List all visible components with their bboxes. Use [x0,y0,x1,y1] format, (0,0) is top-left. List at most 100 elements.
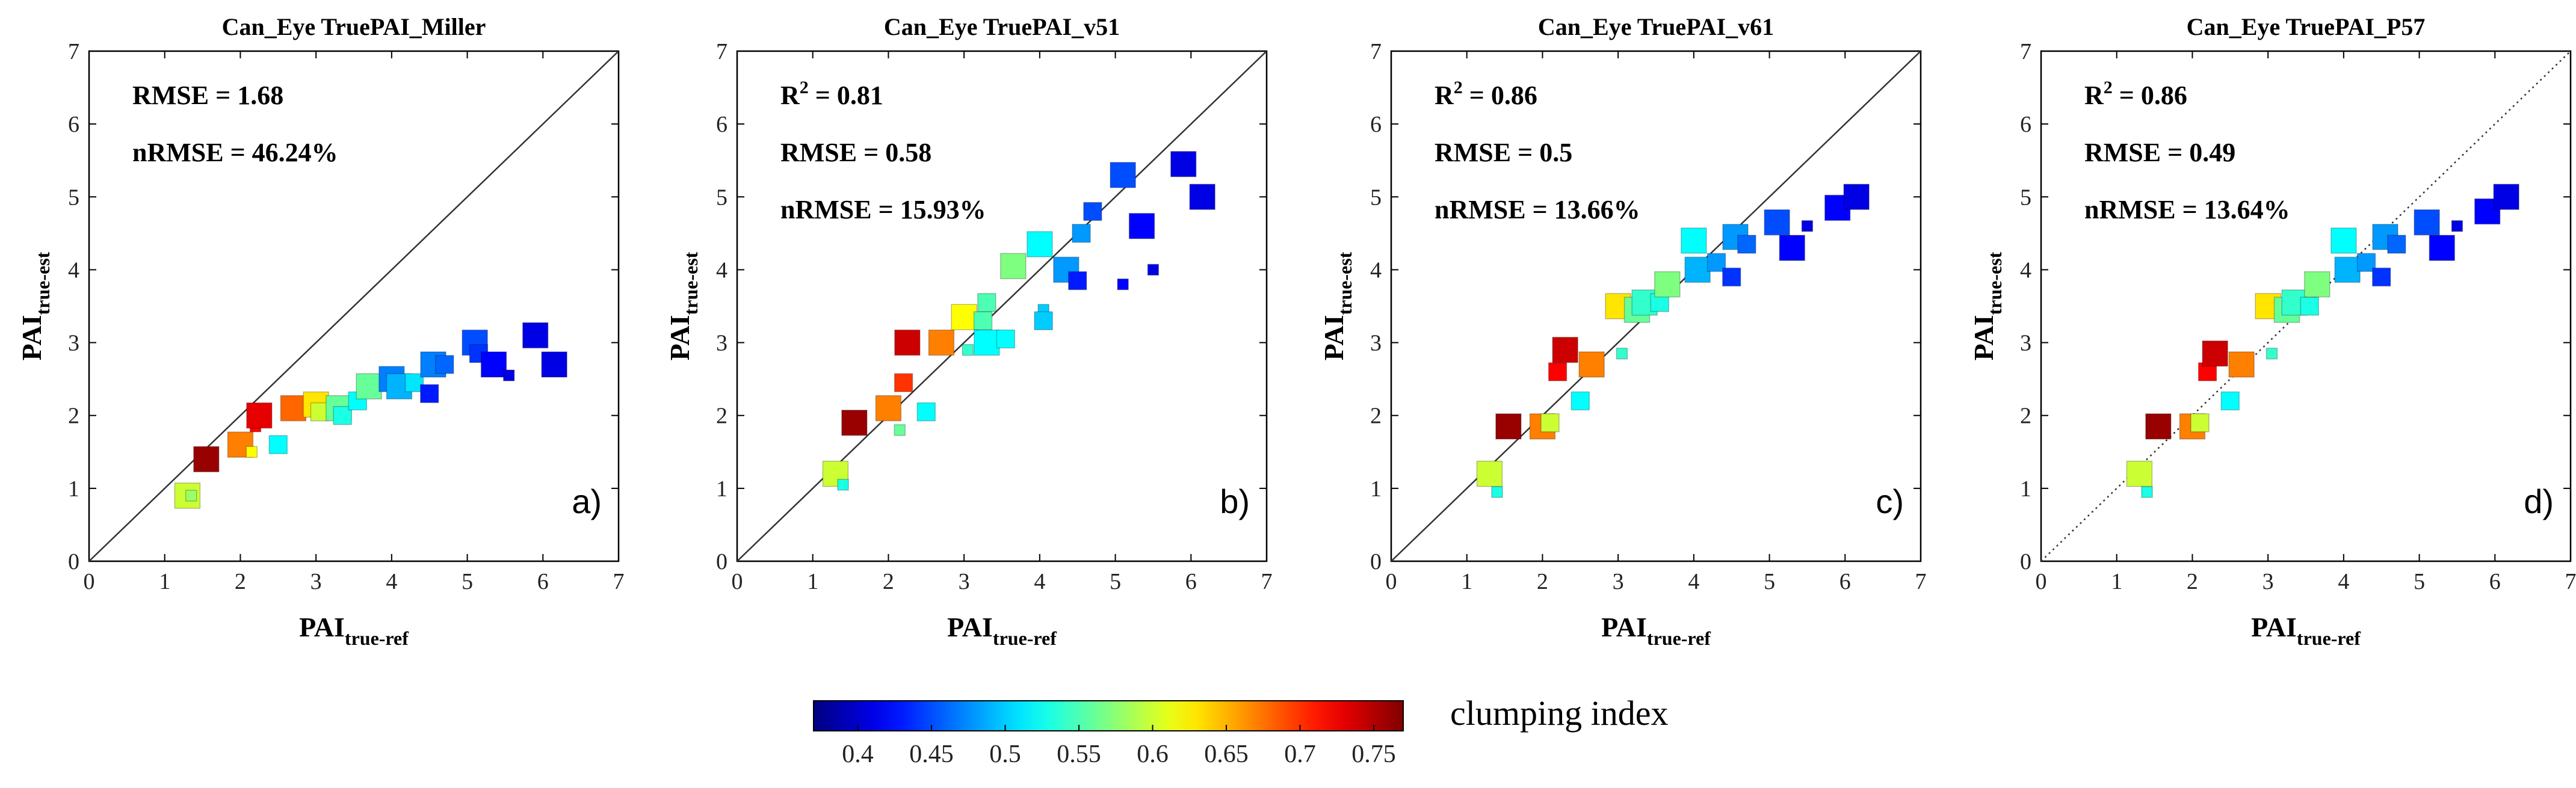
colorbar-tick-label: 0.55 [1057,740,1101,768]
x-tick-label: 1 [159,569,170,594]
x-tick-label: 6 [537,569,549,594]
data-point [1495,413,1522,440]
x-tick-label: 3 [959,569,970,594]
data-point [2220,391,2240,411]
panel-label: a) [572,482,602,520]
panel-1: 0 1 2 3 4 5 6 7 0 1 2 3 4 5 6 7 Can_Eye TruePAI_Miller RM… [16,13,625,649]
data-point [502,369,515,381]
data-point [1578,351,1605,378]
y-tick-label: 4 [2020,257,2031,283]
stat-line: nRMSE = 15.93% [780,195,986,224]
x-tick-label: 5 [1110,569,1121,594]
data-point [962,343,974,356]
data-point [1540,413,1560,432]
x-tick-label: 3 [310,569,322,594]
y-tick-label: 4 [716,257,727,283]
data-point [2228,351,2255,378]
y-tick-label: 2 [1370,404,1382,429]
data-point [1737,235,1756,254]
x-tick-label: 7 [613,569,625,594]
colorbar-tick-label: 0.45 [909,740,954,768]
data-point [916,402,936,422]
chart-title: Can_Eye TruePAI_v61 [1538,13,1774,40]
data-point [2202,340,2228,367]
data-point [2126,460,2153,487]
y-tick-label: 1 [2020,476,2031,502]
x-tick-label: 3 [2262,569,2274,594]
y-tick-label: 5 [68,185,79,210]
data-point [1189,183,1215,211]
y-tick-label: 7 [1370,39,1382,64]
y-tick-label: 7 [2020,39,2031,64]
x-tick-label: 0 [1386,569,1397,594]
colorbar-tick-label: 0.7 [1284,740,1316,768]
x-tick-label: 7 [1915,569,1927,594]
colorbar-tick-label: 0.4 [842,740,874,768]
chart-title: Can_Eye TruePAI_P57 [2187,13,2426,40]
data-point [480,351,507,378]
x-tick-label: 1 [2111,569,2122,594]
panel-label: c) [1876,482,1904,520]
data-point [1147,263,1160,276]
stat-line: nRMSE = 46.24% [132,138,338,167]
colorbar-gradient [813,700,1404,731]
data-point [1681,227,1707,254]
data-point [1000,253,1027,280]
data-point [2266,347,2278,360]
data-point [2330,227,2357,254]
x-axis-label: PAItrue-ref [947,612,1057,649]
colorbar-tick-label: 0.5 [989,740,1021,768]
y-tick-label: 0 [1370,549,1382,574]
data-point [419,384,439,404]
data-point [928,329,955,356]
x-tick-label: 7 [2565,569,2576,594]
stat-line: nRMSE = 13.64% [2084,195,2290,224]
x-tick-label: 5 [1764,569,1775,594]
x-axis-label: PAItrue-ref [299,612,409,649]
x-tick-label: 0 [2036,569,2047,594]
stat-line: RMSE = 0.58 [780,138,931,167]
x-tick-label: 5 [2414,569,2425,594]
data-point [1170,151,1197,177]
stat-line: R2 = 0.86 [2084,78,2187,110]
y-axis-label: PAItrue-est [664,251,702,360]
y-tick-label: 3 [2020,331,2031,356]
panel-label: b) [1220,482,1250,520]
data-point [1117,278,1129,291]
x-tick-label: 6 [1839,569,1851,594]
data-point [246,446,258,458]
stat-line: R2 = 0.81 [780,78,883,110]
data-point [1722,267,1741,287]
data-point [1548,362,1568,381]
y-tick-label: 4 [68,257,79,283]
x-tick-label: 0 [732,569,743,594]
data-point [1476,460,1503,487]
panels: 0 1 2 3 4 5 6 7 0 1 2 3 4 5 6 7 Can_Eye TruePAI_Miller RM… [16,13,2576,649]
y-tick-label: 2 [68,404,79,429]
data-point [435,355,454,374]
data-point [246,402,273,429]
data-point [1764,209,1790,236]
y-tick-label: 2 [2020,404,2031,429]
y-axis-label: PAItrue-est [16,251,54,360]
y-tick-label: 5 [2020,185,2031,210]
data-point [951,304,977,330]
chart-title: Can_Eye TruePAI_v51 [884,13,1120,40]
panel-4: 0 1 2 3 4 5 6 7 0 1 2 3 4 5 6 7 Can_Eye TruePAI_P57 R2 = … [1968,13,2576,649]
one-to-one-line [88,51,619,562]
data-point [977,293,996,312]
y-axis-label: PAItrue-est [1318,251,1356,360]
x-tick-label: 3 [1613,569,1624,594]
y-tick-label: 3 [68,331,79,356]
data-point [1083,202,1102,221]
x-tick-label: 1 [1461,569,1472,594]
x-axis-label: PAItrue-ref [2251,612,2361,649]
colorbar: 0.4 0.45 0.5 0.55 0.6 0.65 0.7 0.75 clumping ind… [813,694,1668,768]
stat-line: nRMSE = 13.66% [1435,195,1640,224]
data-point [2387,235,2406,254]
data-point [310,402,330,422]
colorbar-tick-label: 0.65 [1204,740,1249,768]
y-tick-label: 3 [1370,331,1382,356]
colorbar-title: clumping index [1450,694,1668,733]
y-tick-label: 6 [716,112,727,137]
